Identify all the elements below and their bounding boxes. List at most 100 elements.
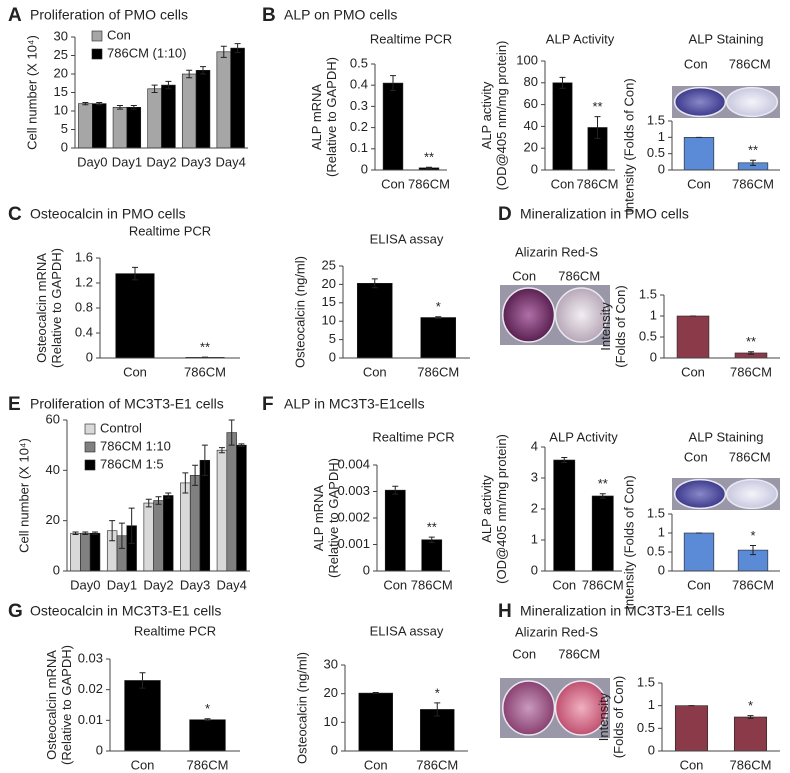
bar: [420, 317, 457, 359]
bar: [126, 107, 142, 149]
y-axis-label: (Folds of Con): [613, 285, 628, 367]
image-label: Con: [512, 268, 536, 283]
error-bar: [561, 457, 568, 463]
y-tick-label: 0.5: [647, 543, 665, 558]
y-tick-label: 1.6: [75, 249, 93, 264]
x-tick-label: 786CM: [732, 176, 774, 191]
x-tick-label: Con: [681, 364, 705, 379]
error-bar: [750, 545, 756, 556]
well: [673, 86, 727, 118]
y-tick-label: 1.5: [639, 286, 657, 301]
bar: [163, 495, 174, 572]
y-axis-label: ALP activity: [479, 475, 494, 543]
y-tick-label: 0: [531, 562, 538, 577]
error-bar: [428, 536, 435, 543]
y-axis-label: Osteocalcin (ng/ml): [292, 256, 307, 368]
panel-letter: D: [498, 204, 512, 225]
error-bar: [238, 443, 245, 447]
x-tick-label: 786CM: [187, 757, 229, 772]
well: [554, 287, 609, 343]
y-tick-label: 10: [54, 102, 68, 117]
error-bar: [594, 116, 601, 139]
x-tick-label: Con: [687, 577, 711, 592]
panel-letter: G: [8, 601, 23, 622]
panel-title: ALP on PMO cells: [284, 7, 397, 23]
y-tick-label: 0: [363, 562, 370, 577]
y-tick-label: 2: [531, 500, 538, 515]
y-tick-label: 0.03: [78, 650, 103, 665]
y-tick-label: 0.002: [337, 509, 370, 524]
y-axis-label: ALP activity: [479, 81, 494, 149]
y-tick-label: 0: [61, 139, 68, 154]
x-tick-label: Day0: [70, 577, 100, 592]
bar: [189, 719, 226, 752]
x-tick-label: Day1: [112, 154, 142, 169]
legend-swatch: [84, 441, 96, 453]
error-bar: [435, 316, 442, 319]
legend-swatch: [91, 30, 103, 42]
x-tick-label: Day4: [216, 154, 246, 169]
x-tick-label: 786CM: [416, 757, 458, 772]
bar: [591, 495, 614, 572]
y-tick-label: 0: [331, 742, 338, 757]
error-bar: [559, 76, 566, 89]
y-tick-label: 0.003: [337, 483, 370, 498]
x-tick-label: Day2: [146, 154, 176, 169]
panel-title: Mineralization in MC3T3-E1 cells: [520, 603, 725, 619]
bar: [230, 47, 245, 149]
error-bar: [130, 104, 137, 110]
x-tick-label: Con: [552, 577, 576, 592]
image-caption: Alizarin Red-S: [515, 624, 598, 639]
legend-swatch: [84, 423, 96, 435]
error-bar: [372, 692, 379, 695]
chart: ALP Activity 0 20 40 60 80 100 ALP activity (OD@…: [479, 31, 619, 191]
x-tick-label: Con: [383, 577, 407, 592]
y-tick-label: 20: [524, 140, 538, 155]
bar: [421, 539, 443, 572]
y-tick-label: 0: [531, 161, 538, 176]
bar: [216, 449, 228, 572]
error-bar: [96, 101, 103, 106]
error-bar: [599, 493, 606, 499]
y-tick-label: 80: [524, 74, 538, 89]
well: [673, 478, 727, 510]
error-bar: [204, 718, 211, 722]
significance: **: [427, 520, 437, 535]
y-tick-label: 0.5: [639, 328, 657, 343]
panel-letter: E: [8, 394, 21, 415]
x-tick-label: Day2: [143, 577, 173, 592]
error-bar: [186, 69, 193, 79]
y-axis-label: (Folds of Con): [611, 676, 626, 758]
chart: ALP Staining 0 0.5 1 1.5 Intensity (Folds of …: [621, 429, 780, 610]
y-axis-label: (OD@405 nm/mg protein): [494, 41, 509, 191]
chart-title: ALP Activity: [549, 429, 618, 444]
bar: [216, 51, 232, 149]
bar: [683, 137, 715, 171]
bar: [115, 273, 155, 359]
bar: [80, 532, 91, 572]
y-tick-label: 1: [658, 524, 665, 539]
error-bar: [371, 278, 378, 289]
panel-letter: A: [8, 5, 22, 26]
error-bar: [182, 472, 189, 494]
error-bar: [82, 531, 89, 536]
y-tick-label: 0.2: [350, 119, 368, 134]
chart: Realtime PCR 0 0.01 0.02 0.03 Osteocalcin mRN…: [44, 623, 240, 772]
x-tick-label: Con: [551, 176, 575, 191]
panel-title: Proliferation of MC3T3-E1 cells: [30, 396, 224, 412]
y-axis-label: (Relative to GAPDH): [324, 57, 339, 177]
chart: 0 20 40 60 Cell number (X 10⁴) Day0 Day1 Day2 Da…: [16, 411, 250, 592]
x-tick-label: Day3: [181, 154, 211, 169]
y-tick-label: 0: [658, 161, 665, 176]
y-axis-label: Intensity: [598, 302, 613, 351]
significance: **: [200, 340, 210, 355]
y-axis-label: (Relative to GAPDH): [49, 248, 64, 368]
error-bar: [72, 531, 79, 536]
y-tick-label: 0.4: [350, 77, 368, 92]
y-tick-label: 0.5: [647, 145, 665, 160]
well: [501, 287, 556, 343]
y-tick-label: 0.3: [350, 98, 368, 113]
y-axis-label: Osteocalcin mRNA: [44, 650, 59, 760]
y-axis-label: Osteocalcin (ng/ml): [294, 652, 309, 764]
chart-title: ALP Staining: [689, 31, 764, 46]
